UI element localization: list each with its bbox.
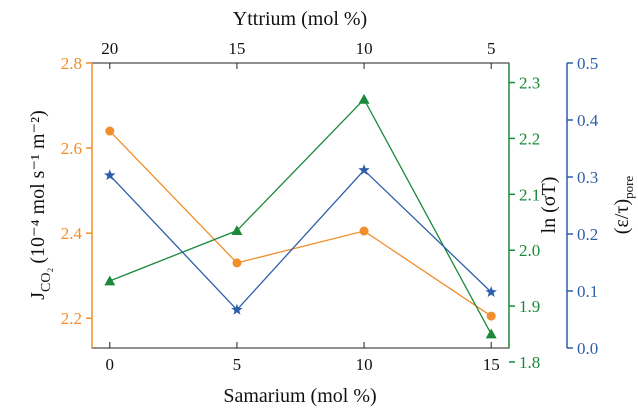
right1-tick-label: 2.0: [519, 241, 540, 260]
left-ticks: 2.2 2.4 2.6 2.8: [61, 54, 92, 328]
bottom-tick-label: 10: [356, 355, 373, 374]
top-tick-label: 5: [487, 39, 496, 58]
top-tick-label: 20: [101, 39, 118, 58]
top-tick-label: 15: [228, 39, 245, 58]
data-point-circle: [359, 226, 369, 236]
top-ticks: 20 15 10 5: [101, 39, 495, 69]
right1-tick-label: 2.2: [519, 129, 540, 148]
data-point-triangle: [485, 328, 497, 339]
data-point-triangle: [231, 225, 243, 236]
right1-tick-label: 1.8: [519, 353, 540, 372]
left-tick-label: 2.6: [61, 139, 82, 158]
right2-axis-title: (ε/τ)pore: [611, 176, 636, 235]
right2-tick-label: 0.0: [577, 339, 598, 358]
right1-axis-title: ln (σT): [538, 177, 560, 234]
right2-axis-title-sub: pore: [621, 176, 636, 199]
right1-tick-label: 2.1: [519, 185, 540, 204]
svg-text:JCO₂(10⁻⁴ mol s⁻¹ m⁻²): JCO₂ (10⁻⁴ mol s⁻¹ m⁻²): [27, 110, 54, 300]
data-point-star: [231, 303, 243, 315]
plot-frame: [91, 62, 510, 349]
svg-text:(ε/τ)pore: (ε/τ)pore: [611, 176, 636, 235]
right1-tick-label: 1.9: [519, 297, 540, 316]
bottom-axis-title: Samarium (mol %): [223, 385, 376, 407]
top-tick-label: 10: [356, 39, 373, 58]
series-line-circle: [109, 130, 492, 317]
bottom-tick-label: 5: [233, 355, 242, 374]
bottom-tick-label: 15: [483, 355, 500, 374]
right2-ticks: 0.0 0.1 0.2 0.3 0.4 0.5: [567, 54, 599, 358]
right1-tick-label: 2.3: [519, 74, 540, 93]
bottom-ticks: 0 5 10 15: [106, 342, 500, 374]
data-point-triangle: [358, 93, 370, 104]
bottom-tick-label: 0: [106, 355, 115, 374]
series-line-star: [109, 169, 492, 311]
right2-axis-title-main: (ε/τ): [611, 199, 633, 234]
left-tick-label: 2.2: [61, 309, 82, 328]
right2-tick-label: 0.3: [577, 168, 598, 187]
series-group: [104, 93, 497, 339]
data-point-circle: [232, 258, 242, 268]
data-point-circle: [105, 126, 115, 136]
data-point-triangle: [104, 275, 116, 286]
right2-tick-label: 0.2: [577, 225, 598, 244]
series-line-triangle: [109, 98, 492, 335]
right1-ticks: 1.8 1.9 2.0 2.1 2.2 2.3: [509, 74, 540, 372]
data-point-star: [485, 286, 497, 297]
left-tick-label: 2.8: [61, 54, 82, 73]
right2-tick-label: 0.1: [577, 282, 598, 301]
right2-tick-label: 0.4: [577, 111, 599, 130]
right2-tick-label: 0.5: [577, 54, 598, 73]
top-axis-title: Yttrium (mol %): [233, 8, 367, 30]
left-axis-title: JCO₂ (10⁻⁴ mol s⁻¹ m⁻²): [27, 110, 54, 300]
data-point-star: [104, 169, 116, 181]
data-point-circle: [486, 311, 496, 321]
left-tick-label: 2.4: [61, 224, 83, 243]
left-axis-title-units: (10⁻⁴ mol s⁻¹ m⁻²): [27, 110, 49, 263]
left-axis-title-sub: CO₂: [39, 268, 54, 292]
left-axis-title-main: J: [27, 292, 49, 300]
data-point-star: [358, 164, 370, 176]
